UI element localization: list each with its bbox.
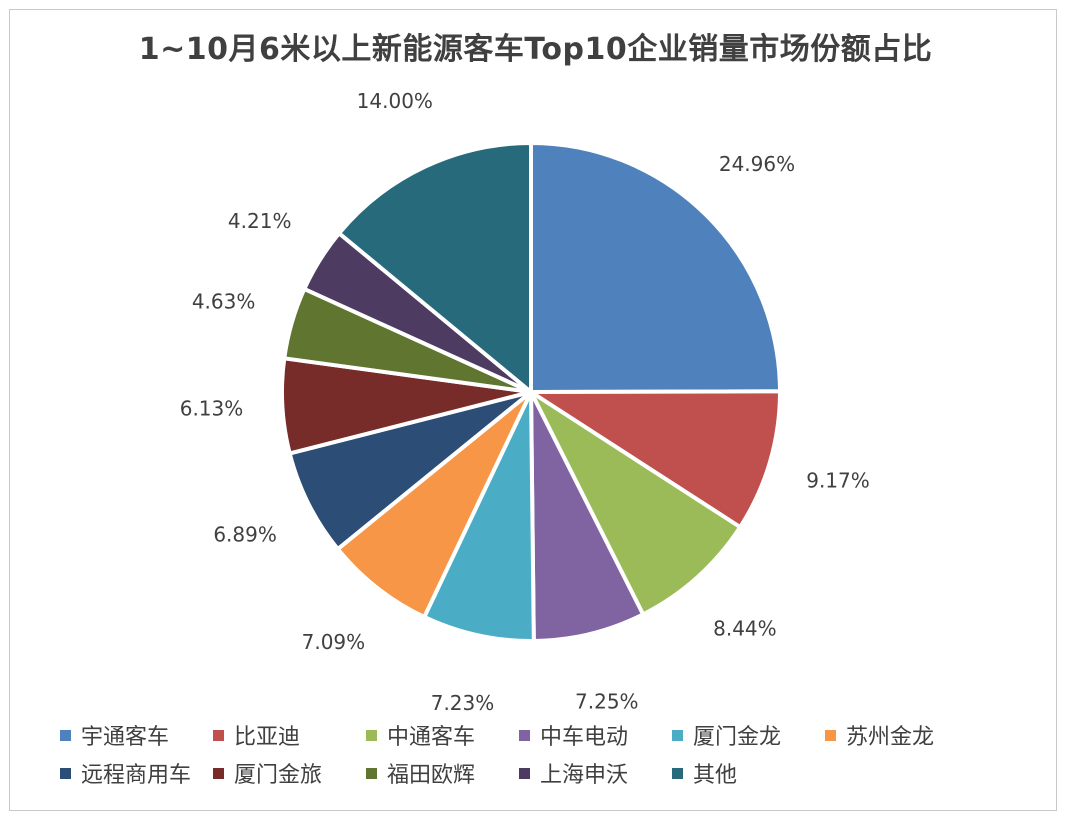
legend-swatch (366, 767, 377, 779)
legend: 宇通客车 比亚迪 中通客车 中车电动 厦门金龙 苏州金龙远程商用车 厦门金旅 福田欧辉 上海申沃… (60, 716, 1020, 792)
pie-slice-0 (529, 141, 782, 394)
data-label-2: 8.44% (713, 617, 777, 641)
data-label-4: 7.23% (431, 691, 495, 715)
legend-item-9: 上海申沃 (519, 757, 672, 789)
legend-swatch (60, 729, 71, 741)
pie-chart: 24.96% 9.17% 8.44% 7.25% 7.23% 7.09% 6.89% 6.13… (180, 89, 870, 715)
legend-row: 宇通客车 比亚迪 中通客车 中车电动 厦门金龙 苏州金龙 (60, 716, 1020, 754)
legend-label: 厦门金龙 (693, 725, 782, 750)
legend-row: 远程商用车 厦门金旅 福田欧辉 上海申沃 其他 (60, 754, 1020, 792)
pie-slice-3 (529, 390, 646, 643)
pie-slice-1 (529, 389, 783, 530)
legend-item-1: 比亚迪 (213, 719, 366, 751)
legend-item-3: 中车电动 (519, 719, 672, 751)
legend-swatch (60, 767, 71, 779)
legend-label: 远程商用车 (81, 763, 192, 788)
legend-item-7: 厦门金旅 (213, 757, 366, 789)
legend-swatch (519, 767, 530, 779)
data-label-9: 4.21% (228, 209, 292, 233)
data-label-10: 14.00% (357, 89, 433, 113)
legend-swatch (519, 729, 530, 741)
data-label-7: 6.13% (180, 397, 244, 421)
legend-item-2: 中通客车 (366, 719, 519, 751)
data-label-1: 9.17% (806, 469, 870, 493)
data-label-5: 7.09% (302, 630, 366, 654)
legend-label: 福田欧辉 (387, 763, 476, 788)
pie-slice-10 (337, 141, 533, 394)
legend-label: 中车电动 (540, 725, 629, 750)
legend-swatch (213, 767, 224, 779)
legend-swatch (366, 729, 377, 741)
pie-slice-6 (287, 390, 533, 552)
data-label-3: 7.25% (575, 689, 639, 713)
legend-swatch (672, 729, 683, 741)
legend-swatch (672, 767, 683, 779)
legend-label: 比亚迪 (234, 725, 301, 750)
legend-item-8: 福田欧辉 (366, 757, 519, 789)
legend-swatch (825, 729, 836, 741)
legend-label: 厦门金旅 (234, 763, 323, 788)
legend-item-6: 远程商用车 (60, 757, 213, 789)
pie-slice-5 (335, 390, 533, 619)
data-label-6: 6.89% (213, 522, 277, 546)
legend-label: 苏州金龙 (846, 725, 935, 750)
legend-label: 宇通客车 (81, 725, 170, 750)
legend-label: 其他 (693, 763, 738, 788)
data-label-8: 4.63% (192, 290, 256, 314)
legend-item-10: 其他 (672, 757, 825, 789)
pie-slice-2 (529, 390, 743, 617)
legend-swatch (213, 729, 224, 741)
legend-item-4: 厦门金龙 (672, 719, 825, 751)
legend-label: 中通客车 (387, 725, 476, 750)
legend-item-5: 苏州金龙 (825, 719, 978, 751)
legend-item-0: 宇通客车 (60, 719, 213, 751)
legend-label: 上海申沃 (540, 763, 629, 788)
pie-slice-4 (422, 390, 536, 643)
chart-title: 1~10月6米以上新能源客车Top10企业销量市场份额占比 (138, 32, 933, 67)
data-label-0: 24.96% (719, 152, 795, 176)
